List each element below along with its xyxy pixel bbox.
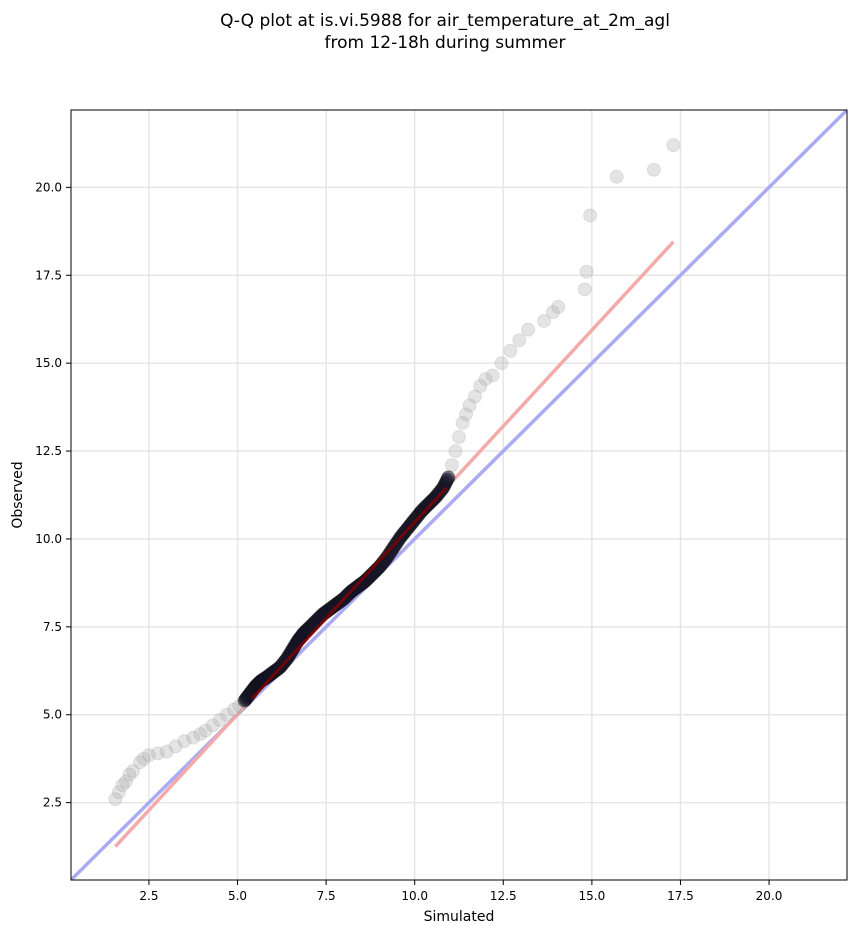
x-tick-label: 5.0 xyxy=(228,889,247,903)
qq-point xyxy=(459,407,474,422)
y-tick-label: 2.5 xyxy=(43,796,62,810)
qq-point xyxy=(126,764,141,779)
y-tick-label: 12.5 xyxy=(35,444,62,458)
qq-point xyxy=(646,162,661,177)
identity-line xyxy=(71,110,847,880)
qq-point xyxy=(512,333,527,348)
qq-point xyxy=(473,379,488,394)
qq-point xyxy=(441,470,456,485)
qq-point xyxy=(444,458,459,473)
qq-point xyxy=(577,282,592,297)
qq-point xyxy=(177,734,192,749)
x-axis-label: Simulated xyxy=(424,909,495,925)
qq-point xyxy=(205,718,220,733)
qq-point xyxy=(115,778,130,793)
qq-point xyxy=(186,730,201,745)
y-tick-label: 7.5 xyxy=(43,620,62,634)
plot-frame xyxy=(70,109,848,881)
qq-point xyxy=(467,389,482,404)
qq-point xyxy=(545,305,560,320)
grid-lines xyxy=(71,110,847,880)
y-axis-label: Observed xyxy=(10,461,26,528)
qq-point xyxy=(193,727,208,742)
qq-points-tail-group xyxy=(108,138,681,807)
qq-point xyxy=(666,138,681,153)
x-tick-label: 15.0 xyxy=(579,889,606,903)
qq-point xyxy=(452,429,466,444)
x-tick-label: 20.0 xyxy=(756,889,783,903)
qq-point xyxy=(150,746,165,761)
qq-point xyxy=(448,444,463,459)
qq-point xyxy=(168,739,183,754)
qq-point xyxy=(583,208,598,223)
qq-point xyxy=(494,356,509,371)
qq-point xyxy=(219,707,234,722)
y-tick-label: 5.0 xyxy=(43,708,62,722)
qq-point xyxy=(111,785,126,800)
qq-point xyxy=(455,415,470,430)
x-axis-ticks: 2.5 5.0 7.5 10.0 12.5 15.0 17.5 20.0 xyxy=(139,880,782,903)
chart-title-line2: from 12-18h during summer xyxy=(325,33,566,53)
y-tick-label: 17.5 xyxy=(35,268,62,282)
qq-point xyxy=(609,169,624,184)
qq-point xyxy=(141,748,156,763)
qq-point xyxy=(212,713,227,728)
qq-point xyxy=(503,343,518,358)
qq-point xyxy=(133,755,148,770)
y-tick-label: 20.0 xyxy=(35,180,62,194)
qq-point xyxy=(122,767,137,782)
qq-point xyxy=(108,792,123,807)
qq-point xyxy=(537,313,552,328)
chart-title-line1: Q-Q plot at is.vi.5988 for air_temperatu… xyxy=(220,11,670,31)
x-tick-label: 10.0 xyxy=(401,889,428,903)
fit-line-core xyxy=(250,486,448,700)
x-tick-label: 12.5 xyxy=(490,889,517,903)
x-tick-label: 7.5 xyxy=(317,889,336,903)
qq-point xyxy=(136,751,151,766)
qq-point xyxy=(478,371,493,386)
qq-point xyxy=(579,264,594,279)
y-tick-label: 15.0 xyxy=(35,356,62,370)
qq-point xyxy=(159,744,174,759)
y-axis-ticks: 2.5 5.0 7.5 10.0 12.5 15.0 17.5 20.0 xyxy=(35,180,71,810)
qq-point xyxy=(485,368,500,383)
qq-point xyxy=(551,299,566,314)
qq-point xyxy=(118,774,133,789)
qq-point xyxy=(521,322,536,337)
qq-point xyxy=(226,702,241,717)
qq-point xyxy=(462,398,477,413)
x-tick-label: 17.5 xyxy=(667,889,694,903)
qq-point xyxy=(198,723,213,738)
y-tick-label: 10.0 xyxy=(35,532,62,546)
x-tick-label: 2.5 xyxy=(139,889,158,903)
